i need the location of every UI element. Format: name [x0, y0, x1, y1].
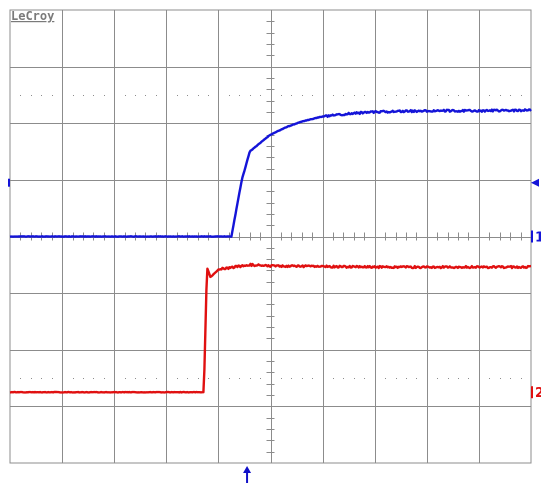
grid-dot — [239, 95, 240, 96]
grid-dot — [416, 95, 417, 96]
grid-dot — [187, 95, 188, 96]
grid-dot — [156, 378, 157, 379]
grid-dot — [521, 95, 522, 96]
grid-dot — [20, 95, 21, 96]
grid-dot — [177, 95, 178, 96]
grid-dot — [83, 95, 84, 96]
grid-dot — [73, 378, 74, 379]
grid-dot — [125, 378, 126, 379]
grid-dot — [93, 95, 94, 96]
grid-dot — [208, 95, 209, 96]
channel-label: 2 — [535, 386, 541, 401]
grid-dot — [354, 378, 355, 379]
channel-label: 1 — [535, 231, 541, 246]
grid-dot — [198, 95, 199, 96]
grid-dot — [312, 378, 313, 379]
grid-dot — [41, 95, 42, 96]
trace-channel-1 — [9, 108, 532, 238]
grid-dot — [510, 95, 511, 96]
grid-dot — [104, 378, 105, 379]
grid-dot — [73, 95, 74, 96]
grid-dot — [260, 378, 261, 379]
grid-dot — [343, 378, 344, 379]
brand-logo: LeCroy — [11, 9, 54, 23]
grid-dot — [437, 378, 438, 379]
grid-dot — [354, 95, 355, 96]
grid-dot — [302, 378, 303, 379]
grid-dot — [177, 378, 178, 379]
grid-dot — [145, 95, 146, 96]
grid-dot — [521, 378, 522, 379]
grid-dot — [250, 378, 251, 379]
grid-dot — [500, 95, 501, 96]
grid-dot — [468, 95, 469, 96]
grid-dot — [281, 95, 282, 96]
grid-dot — [458, 95, 459, 96]
trigger-arrow-head — [243, 466, 252, 473]
grid-dot — [396, 95, 397, 96]
grid-dot — [291, 95, 292, 96]
grid-dot — [291, 378, 292, 379]
grid-dot — [385, 378, 386, 379]
grid-dot — [52, 95, 53, 96]
trigger-level-arrow — [531, 178, 539, 187]
grid-dot — [31, 95, 32, 96]
grid-dot — [333, 378, 334, 379]
grid-dot — [229, 95, 230, 96]
grid-dot — [135, 95, 136, 96]
grid-dot — [448, 378, 449, 379]
grid-dot — [448, 95, 449, 96]
markers: 12 — [8, 178, 541, 483]
grid-dot — [468, 378, 469, 379]
grid-dot — [31, 378, 32, 379]
grid-dot — [104, 95, 105, 96]
grid-dot — [239, 378, 240, 379]
grid-dot — [260, 95, 261, 96]
grid-dot — [385, 95, 386, 96]
grid-dot — [489, 95, 490, 96]
grid-dot — [510, 378, 511, 379]
grid-dot — [406, 378, 407, 379]
grid-dot — [437, 95, 438, 96]
grid-dot — [20, 378, 21, 379]
grid-dot — [156, 95, 157, 96]
grid-dot — [343, 95, 344, 96]
grid-dot — [187, 378, 188, 379]
grid-dot — [406, 95, 407, 96]
grid-dot — [416, 378, 417, 379]
grid-dot — [250, 95, 251, 96]
grid-dot — [500, 378, 501, 379]
waveform-traces — [9, 108, 532, 394]
grid-dot — [145, 378, 146, 379]
grid-dot — [312, 95, 313, 96]
grid-dot — [83, 378, 84, 379]
grid-dot — [125, 95, 126, 96]
grid-dot — [41, 378, 42, 379]
grid-dot — [489, 378, 490, 379]
grid-dot — [93, 378, 94, 379]
trace-channel-2 — [9, 262, 532, 394]
grid-dot — [364, 378, 365, 379]
grid-dot — [302, 95, 303, 96]
grid-dot — [198, 378, 199, 379]
grid-dot — [208, 378, 209, 379]
grid-dot — [333, 95, 334, 96]
grid-dot — [458, 378, 459, 379]
grid-dot — [396, 378, 397, 379]
grid-dot — [281, 378, 282, 379]
grid-dot — [229, 378, 230, 379]
grid-dot — [52, 378, 53, 379]
grid-dot — [364, 95, 365, 96]
grid-dot — [135, 378, 136, 379]
